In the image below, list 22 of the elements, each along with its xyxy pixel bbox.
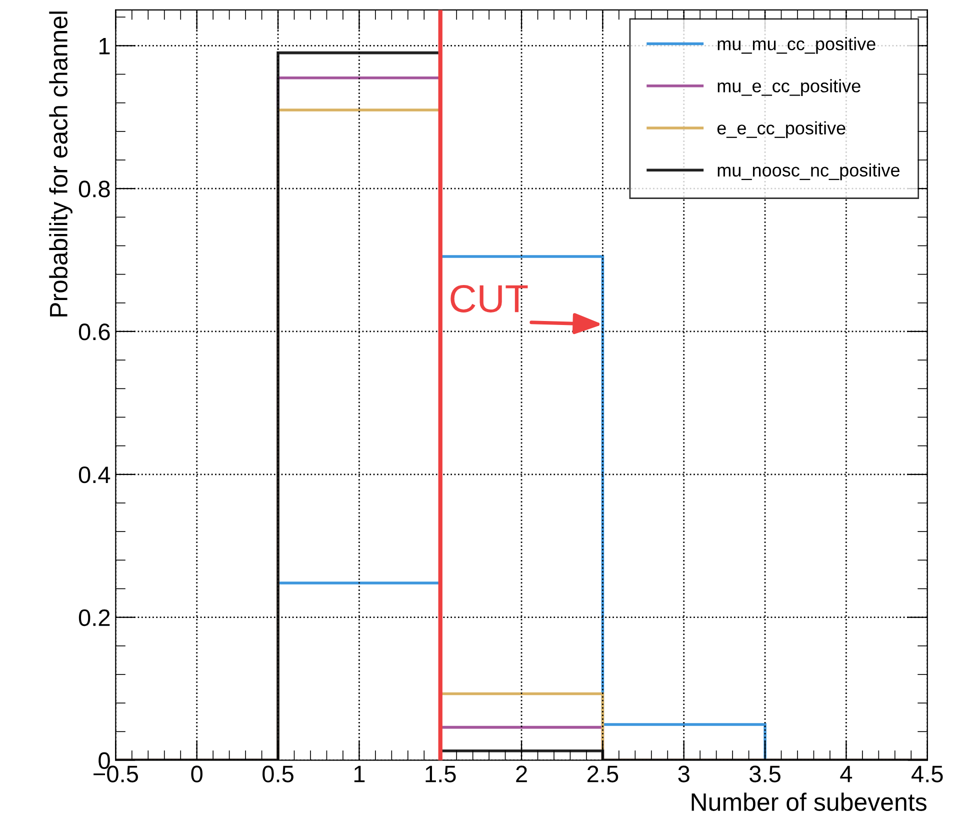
x-tick-label: 2.5 xyxy=(587,766,618,782)
x-tick-label: 0 xyxy=(191,766,202,782)
x-tick-label: 2 xyxy=(516,766,527,782)
x-tick-label: 4 xyxy=(840,766,852,782)
legend-label: mu_mu_cc_positive xyxy=(718,37,876,54)
legend-label: mu_noosc_nc_positive xyxy=(718,163,900,180)
x-tick-label: 0.5 xyxy=(262,766,294,782)
x-axis-title: Number of subevents xyxy=(692,792,926,811)
x-tick-label: 1.5 xyxy=(426,766,456,782)
y-tick-label: 1 xyxy=(99,38,110,54)
y-axis-title: Probability for each channel xyxy=(49,12,72,316)
y-tick-label: 0.4 xyxy=(78,466,110,484)
legend-label: mu_e_cc_positive xyxy=(718,79,860,96)
annotation: CUT xyxy=(450,284,528,312)
x-tick-label: 4.5 xyxy=(912,766,943,782)
x-tick-label: 3 xyxy=(678,766,690,782)
y-tick-label: 0.2 xyxy=(78,609,110,626)
x-tick-label: 3.5 xyxy=(750,766,780,782)
y-tick-label: 0.6 xyxy=(78,324,110,340)
legend-label: e_e_cc_positive xyxy=(717,121,846,138)
y-tick-label: 0.8 xyxy=(78,180,110,198)
x-tick-label: 1 xyxy=(354,766,365,782)
